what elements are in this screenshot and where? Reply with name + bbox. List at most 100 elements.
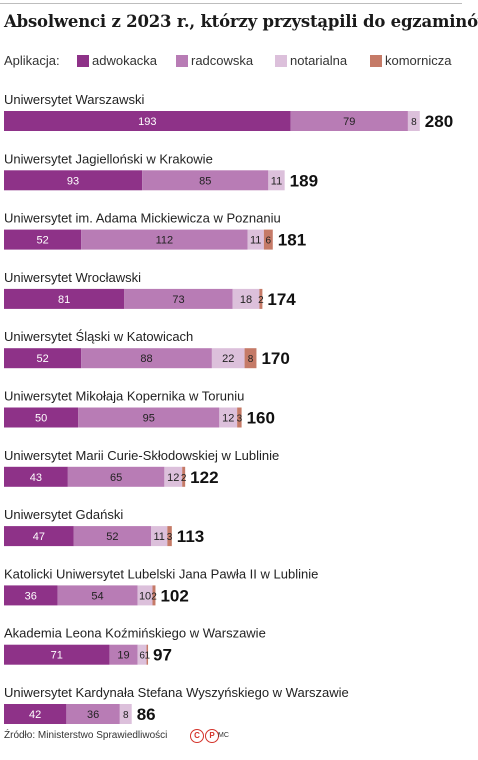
bar-segment-radcowska: [78, 407, 220, 428]
total-label: 174: [267, 290, 296, 309]
data-label-radcowska: 79: [343, 116, 355, 128]
data-label-komornicza: 2: [258, 295, 264, 306]
total-label: 97: [153, 646, 172, 665]
data-label-adwokacka: 52: [36, 235, 48, 247]
total-label: 280: [425, 112, 453, 131]
data-label-adwokacka: 81: [58, 294, 70, 306]
data-label-adwokacka: 36: [25, 590, 37, 602]
bar-segment-adwokacka: [4, 644, 110, 665]
author-initials: MC: [218, 732, 229, 739]
data-label-notarialna: 22: [222, 353, 234, 365]
bar-segment-komornicza: [263, 229, 273, 250]
category-label: Uniwersytet im. Adama Mickiewicza w Pozn…: [4, 211, 281, 226]
legend-text-adwokacka: adwokacka: [92, 53, 158, 68]
total-label: 160: [247, 409, 275, 428]
bar-segment-notarialna: [232, 288, 260, 309]
total-label: 102: [160, 586, 188, 605]
data-label-notarialna: 8: [411, 117, 417, 128]
data-label-radcowska: 52: [106, 531, 118, 543]
bar-segment-radcowska: [124, 288, 233, 309]
bar-segment-komornicza: [182, 466, 186, 487]
bar-segment-komornicza: [259, 288, 263, 309]
data-label-adwokacka: 42: [29, 709, 41, 721]
legend-swatch-komornicza: [370, 55, 382, 67]
total-label: 122: [190, 468, 218, 487]
legend-swatch-adwokacka: [77, 55, 89, 67]
bar-segment-adwokacka: [4, 111, 291, 131]
legend-swatch-radcowska: [176, 55, 188, 67]
bar-segment-komornicza: [152, 585, 156, 606]
bar-segment-radcowska: [57, 585, 138, 606]
data-label-notarialna: 11: [271, 175, 282, 187]
data-label-radcowska: 95: [143, 413, 155, 425]
bar-segment-adwokacka: [4, 704, 67, 724]
bar-segment-komornicza: [167, 526, 172, 547]
category-label: Uniwersytet Śląski w Katowicach: [4, 329, 193, 344]
data-label-adwokacka: 193: [138, 116, 156, 128]
data-label-notarialna: 10: [139, 590, 151, 602]
logo-letter-p: P: [205, 729, 219, 743]
category-label: Uniwersytet Jagielloński w Krakowie: [4, 151, 213, 166]
top-rule: [0, 3, 462, 4]
data-label-komornicza: 2: [181, 473, 187, 484]
total-label: 113: [177, 527, 204, 546]
category-label: Uniwersytet Kardynała Stefana Wyszyńskie…: [4, 685, 349, 700]
bar-segment-notarialna: [247, 229, 264, 250]
bar-segment-adwokacka: [4, 229, 82, 250]
data-label-radcowska: 36: [87, 709, 99, 721]
data-label-komornicza: 1: [145, 651, 151, 662]
data-label-radcowska: 112: [156, 235, 174, 247]
bar-segment-komornicza: [146, 644, 149, 665]
logo-letter-c: C: [190, 729, 204, 743]
total-label: 189: [290, 171, 318, 190]
bar-segment-notarialna: [137, 585, 153, 606]
bar-segment-radcowska: [290, 111, 408, 131]
data-label-notarialna: 12: [222, 413, 234, 425]
data-label-radcowska: 54: [91, 590, 103, 602]
data-label-adwokacka: 52: [36, 353, 48, 365]
bar-segment-radcowska: [73, 526, 152, 547]
legend-text-radcowska: radcowska: [191, 53, 254, 68]
data-label-notarialna: 11: [153, 531, 164, 543]
data-label-komornicza: 2: [151, 591, 157, 602]
bar-segment-radcowska: [66, 704, 120, 724]
legend-label: Aplikacja:: [4, 53, 60, 68]
bar-segment-radcowska: [81, 348, 212, 369]
bar-segment-adwokacka: [4, 170, 143, 191]
data-label-notarialna: 12: [167, 472, 179, 484]
bar-segment-komornicza: [244, 348, 257, 369]
legend-swatch-notarialna: [275, 55, 287, 67]
data-label-notarialna: 11: [250, 235, 261, 247]
bar-segment-radcowska: [109, 644, 138, 665]
data-label-radcowska: 65: [110, 472, 122, 484]
chart-title: Absolwenci z 2023 r., którzy przystąpili…: [4, 12, 478, 31]
legend-text-komornicza: komornicza: [385, 53, 452, 68]
bar-segment-radcowska: [142, 170, 269, 191]
category-label: Uniwersytet Gdański: [4, 507, 123, 522]
data-label-radcowska: 73: [172, 294, 184, 306]
bar-segment-notarialna: [151, 526, 168, 547]
data-label-komornicza: 3: [237, 414, 243, 425]
bar-segment-notarialna: [211, 348, 245, 369]
bar-segment-adwokacka: [4, 407, 79, 428]
data-label-komornicza: 3: [167, 532, 173, 543]
category-label: Akademia Leona Koźmińskiego w Warszawie: [4, 626, 266, 641]
category-label: Uniwersytet Marii Curie-Skłodowskiej w L…: [4, 448, 279, 463]
data-label-radcowska: 85: [199, 175, 211, 187]
bar-segment-adwokacka: [4, 526, 74, 547]
bar-segment-notarialna: [164, 466, 183, 487]
bar-segment-notarialna: [268, 170, 285, 191]
bar-segment-radcowska: [67, 466, 165, 487]
data-label-adwokacka: 71: [51, 650, 63, 662]
bar-segment-adwokacka: [4, 585, 58, 606]
source-note: Źródło: Ministerstwo Sprawiedliwości: [4, 730, 168, 741]
bar-segment-notarialna: [119, 704, 132, 724]
category-label: Uniwersytet Warszawski: [4, 92, 144, 107]
data-label-komornicza: 6: [266, 236, 272, 247]
data-label-notarialna: 6: [139, 651, 145, 662]
data-label-radcowska: 19: [117, 650, 129, 662]
bar-segment-radcowska: [81, 229, 248, 250]
data-label-radcowska: 88: [140, 353, 152, 365]
